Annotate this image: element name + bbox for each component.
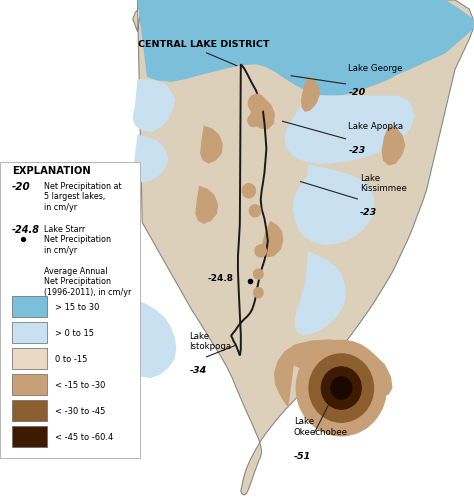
Bar (12, 374, 47, 395)
Text: < -15 to -30: < -15 to -30 (55, 380, 105, 389)
Text: Net Precipitation at
5 largest lakes,
in cm/yr: Net Precipitation at 5 largest lakes, in… (44, 181, 121, 211)
Polygon shape (200, 126, 223, 164)
Circle shape (309, 354, 374, 422)
Text: < -45 to -60.4: < -45 to -60.4 (55, 432, 113, 441)
Text: -20: -20 (348, 88, 365, 97)
Polygon shape (382, 126, 405, 166)
Circle shape (254, 288, 263, 298)
Polygon shape (262, 221, 283, 258)
Text: < -30 to -45: < -30 to -45 (55, 406, 105, 415)
Polygon shape (301, 78, 320, 113)
FancyBboxPatch shape (0, 163, 140, 458)
Text: -23: -23 (348, 145, 365, 154)
Text: Lake
Okeechobee: Lake Okeechobee (294, 416, 348, 436)
Polygon shape (250, 96, 275, 130)
Circle shape (331, 377, 352, 399)
Bar (12, 322, 47, 343)
Polygon shape (137, 1, 473, 97)
Text: Lake George: Lake George (348, 64, 403, 73)
Polygon shape (132, 301, 176, 378)
Polygon shape (133, 1, 473, 495)
Text: Lake
Kissimmee: Lake Kissimmee (360, 173, 407, 193)
Circle shape (248, 115, 259, 127)
Text: Lake Apopka: Lake Apopka (348, 121, 403, 130)
Text: Lake
Istokpoga: Lake Istokpoga (190, 331, 232, 351)
Circle shape (254, 270, 263, 280)
Text: Average Annual
Net Precipitation
(1996-2011), in cm/yr: Average Annual Net Precipitation (1996-2… (44, 267, 131, 296)
Text: -24.8: -24.8 (207, 274, 233, 283)
Text: Lake Starr
Net Precipitation
in cm/yr: Lake Starr Net Precipitation in cm/yr (44, 224, 110, 254)
Polygon shape (133, 80, 175, 133)
Polygon shape (195, 186, 218, 224)
Polygon shape (295, 252, 346, 336)
Circle shape (296, 341, 386, 436)
Polygon shape (284, 96, 415, 164)
Circle shape (321, 367, 361, 409)
Text: > 15 to 30: > 15 to 30 (55, 302, 100, 311)
Polygon shape (133, 135, 168, 183)
Bar (12, 296, 47, 317)
Text: -20: -20 (12, 181, 31, 191)
Bar (12, 348, 47, 369)
Text: -34: -34 (190, 366, 207, 375)
Text: -23: -23 (360, 208, 377, 217)
Text: -51: -51 (294, 451, 311, 460)
Text: 0 to -15: 0 to -15 (55, 354, 87, 363)
Text: CENTRAL LAKE DISTRICT: CENTRAL LAKE DISTRICT (138, 40, 270, 49)
Text: -24.8: -24.8 (12, 224, 40, 234)
Bar (12, 400, 47, 421)
Text: > 0 to 15: > 0 to 15 (55, 328, 94, 337)
Text: EXPLANATION: EXPLANATION (12, 165, 91, 175)
Circle shape (248, 95, 265, 113)
Bar (12, 426, 47, 447)
Circle shape (255, 245, 266, 258)
Polygon shape (293, 165, 374, 245)
Circle shape (242, 184, 255, 198)
Circle shape (249, 205, 261, 217)
Polygon shape (274, 340, 392, 408)
